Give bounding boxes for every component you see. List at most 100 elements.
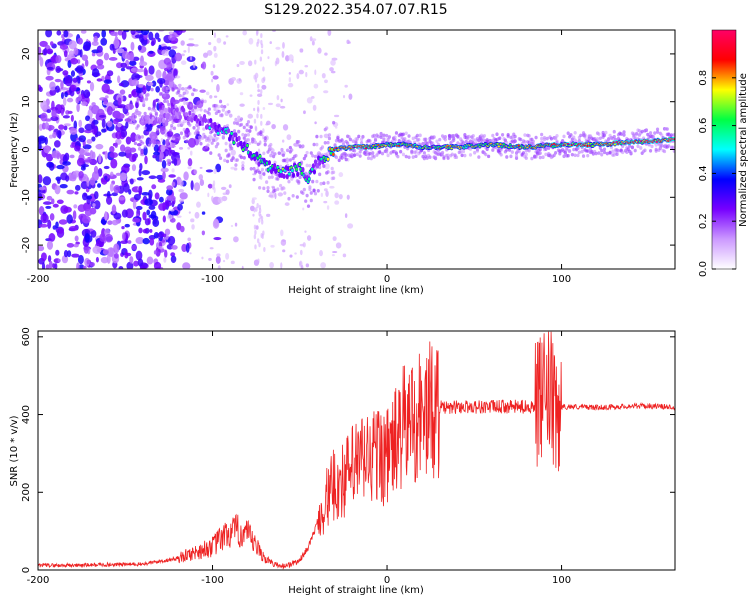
spectrogram-halo-cell: [443, 134, 447, 139]
spectrogram-noise-cell: [160, 137, 164, 143]
spectrogram-noise-cell: [257, 38, 260, 44]
spectrogram-ridge-cell: [202, 113, 207, 120]
spectrogram-noise-cell: [73, 120, 78, 130]
spectrogram-halo-cell: [368, 151, 372, 156]
spectrogram-halo-cell: [171, 88, 175, 92]
spectrogram-halo-cell: [139, 139, 143, 144]
spectrogram-halo-cell: [319, 181, 323, 186]
spectrogram-halo-cell: [393, 135, 397, 140]
spectrogram-noise-cell: [202, 52, 209, 58]
spectrogram-ridge-core: [232, 141, 236, 145]
spectrogram-halo-cell: [404, 154, 408, 159]
spectrogram-noise-cell: [230, 260, 235, 265]
spectrogram-noise-cell: [62, 115, 70, 119]
spectrogram-noise-cell: [241, 160, 245, 165]
spectrogram-noise-cell: [153, 250, 157, 255]
spectrogram-noise-cell: [332, 251, 338, 254]
spectrogram-noise-cell: [286, 134, 292, 141]
spectrogram-halo-cell: [357, 134, 361, 139]
spectrogram-noise-cell: [105, 95, 109, 99]
spectrogram-noise-cell: [323, 90, 329, 94]
spectrogram-noise-cell: [104, 150, 108, 160]
spectrogram-noise-cell: [125, 66, 133, 70]
spectrogram-halo-cell: [241, 132, 245, 137]
spectrogram-noise-cell: [153, 144, 160, 153]
spectrogram-halo-cell: [401, 152, 406, 157]
spectrogram-noise-cell: [183, 171, 189, 181]
spectrogram-noise-cell: [101, 118, 106, 129]
snr-x-tick-label: -100: [201, 575, 224, 586]
spectrogram-noise-cell: [201, 61, 207, 70]
spectrogram-halo-cell: [597, 151, 601, 155]
spectrogram-halo-cell: [312, 142, 316, 147]
spectrogram-noise-cell: [275, 103, 281, 108]
spectrogram-noise-cell: [171, 245, 178, 250]
spectrogram-halo-cell: [309, 151, 313, 155]
spectrogram-noise-cell: [78, 127, 85, 134]
spectrogram-noise-cell: [216, 253, 221, 257]
spectrogram-halo-cell: [239, 117, 244, 121]
spectrogram-halo-cell: [221, 108, 225, 112]
spectrogram-halo-cell: [262, 186, 266, 191]
spectrogram-noise-cell: [182, 262, 191, 269]
spectrogram-noise-cell: [187, 166, 192, 170]
spectrogram-ridge-cell: [237, 135, 241, 141]
spectrogram-noise-cell: [256, 203, 259, 209]
spectrogram-noise-cell: [107, 220, 113, 225]
spectrogram-ridge-cell: [162, 117, 166, 123]
spectrogram-noise-cell: [81, 54, 89, 61]
spectrogram-halo-cell: [239, 122, 244, 127]
spectrogram-halo-cell: [220, 113, 224, 118]
spectrogram-halo-cell: [143, 145, 147, 149]
spectrogram-noise-cell: [173, 158, 178, 166]
spectrogram-noise-cell: [263, 246, 266, 252]
spectrogram-halo-cell: [442, 156, 446, 161]
spectrogram-halo-cell: [586, 149, 590, 153]
spectrogram-halo-cell: [147, 106, 151, 111]
spectrogram-halo-cell: [484, 152, 488, 157]
spectrogram-noise-cell: [154, 192, 160, 200]
spectrogram-noise-cell: [329, 185, 335, 189]
spectrogram-noise-cell: [121, 209, 128, 218]
spectrogram-halo-cell: [435, 139, 439, 144]
spectrogram-halo-cell: [326, 170, 330, 174]
spectrogram-noise-cell: [168, 33, 176, 41]
spectrogram-halo-cell: [218, 156, 223, 161]
spectrogram-noise-cell: [153, 232, 160, 239]
spectrogram-halo-cell: [425, 142, 429, 146]
colorbar-tick-label: 0.4: [698, 165, 709, 181]
spectrogram-halo-cell: [369, 156, 373, 161]
spectrogram-noise-cell: [76, 262, 80, 269]
spectrogram-noise-cell: [248, 141, 252, 146]
spectrogram-noise-cell: [120, 144, 126, 153]
spectrogram-halo-cell: [615, 152, 619, 157]
spectrogram-halo-cell: [549, 136, 554, 141]
spectrogram-halo-cell: [332, 176, 336, 180]
spectrogram-halo-cell: [151, 135, 156, 140]
spectrogram-noise-cell: [168, 49, 177, 58]
spectrogram-noise-cell: [317, 47, 322, 54]
spectrogram-noise-cell: [47, 255, 52, 263]
spectrogram-halo-cell: [540, 136, 544, 141]
spectrogram-noise-cell: [74, 145, 81, 152]
spectrogram-halo-cell: [276, 177, 280, 181]
spectrogram-halo-cell: [154, 136, 158, 141]
spectrogram-halo-cell: [172, 126, 177, 131]
spectrogram-noise-cell: [311, 38, 317, 42]
spectrogram-noise-cell: [49, 81, 56, 91]
spectrogram-halo-cell: [386, 153, 390, 158]
spectrogram-noise-cell: [107, 174, 117, 180]
spectrogram-noise-cell: [160, 144, 166, 153]
spectrogram-noise-cell: [71, 253, 80, 258]
spectrogram-noise-cell: [52, 131, 57, 139]
spectrogram-noise-cell: [299, 249, 303, 256]
spectrogram-noise-cell: [51, 198, 55, 205]
spectrogram-halo-cell: [491, 148, 495, 152]
spectrogram-halo-cell: [281, 153, 285, 158]
spectrogram-noise-cell: [63, 206, 72, 213]
spectrogram-noise-cell: [242, 30, 248, 36]
spectrogram-noise-cell: [215, 163, 222, 173]
spectrogram-noise-cell: [73, 47, 79, 56]
spectrogram-noise-cell: [213, 95, 218, 98]
spectrogram-halo-cell: [604, 130, 608, 135]
